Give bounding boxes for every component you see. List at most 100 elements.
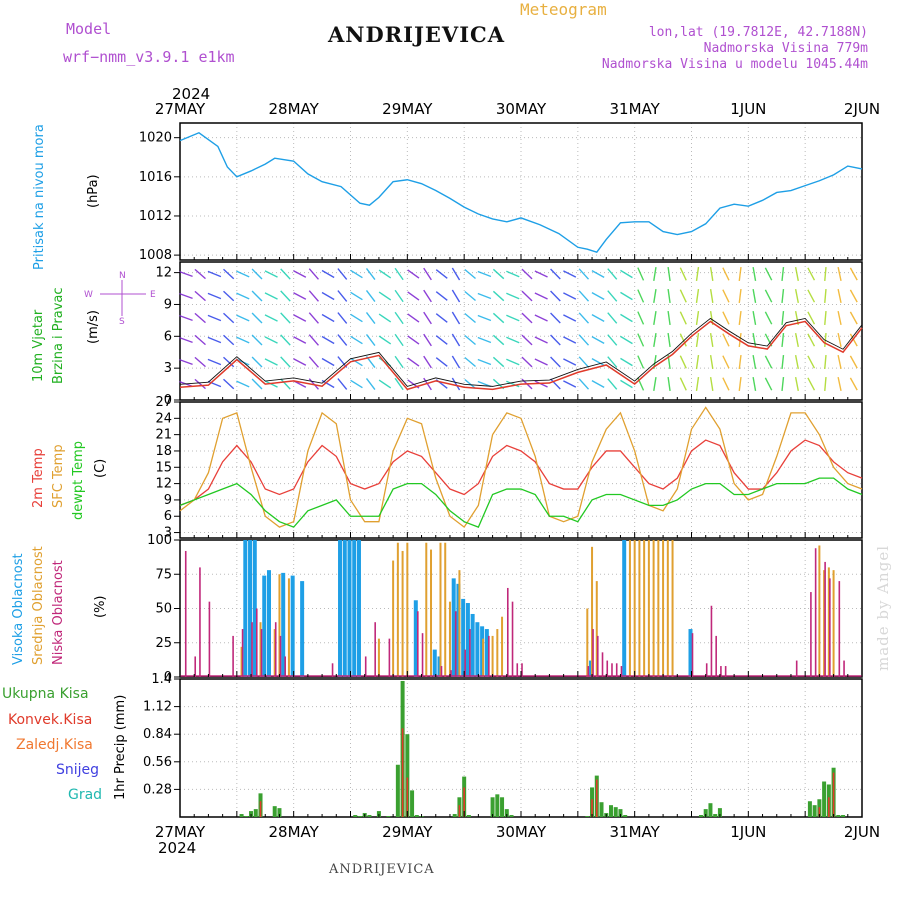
wind-barb	[837, 311, 842, 325]
cloud-low-bar	[194, 656, 197, 677]
wind-barb	[563, 314, 577, 322]
cloud-high-bar	[338, 540, 343, 677]
compass-w: W	[84, 290, 93, 300]
wind-barb	[709, 354, 714, 370]
wind-barb	[207, 292, 222, 300]
precip-total-bar	[253, 809, 258, 817]
cloud-mid-bar	[444, 542, 447, 677]
precip-conv-bar	[259, 801, 262, 817]
compass-e: E	[150, 290, 156, 300]
wind-barb	[337, 268, 348, 280]
wind-barb	[394, 267, 404, 281]
wind-barb	[521, 312, 533, 324]
wind-barb	[350, 357, 363, 367]
wind-barb	[194, 334, 206, 346]
year-bottom: 2024	[158, 839, 196, 857]
wind-barb	[637, 289, 645, 303]
cloud-mid-bar	[652, 540, 655, 677]
cloud-mid-bar	[448, 601, 451, 677]
wind-barb	[722, 311, 730, 325]
wind-barb	[607, 312, 618, 324]
precip-total-bar	[822, 781, 827, 817]
wind-unit: (m/s)	[86, 310, 101, 344]
cloud-low-bar	[279, 635, 282, 677]
meteogram-title: Meteogram	[520, 0, 607, 19]
wind-barb	[435, 269, 448, 279]
wind-barb	[435, 335, 448, 345]
y-tick-label: 0	[164, 393, 172, 408]
wind-barb	[378, 335, 392, 345]
cloud-mid-bar	[628, 540, 631, 677]
precip-conv-bar	[828, 797, 830, 817]
precip-total-bar	[608, 805, 613, 817]
wind-barb	[738, 288, 742, 304]
wind-barb	[194, 356, 206, 368]
wind-barb	[722, 267, 730, 281]
cloud-high-bar	[342, 540, 347, 677]
cloud-high-bar	[252, 540, 257, 677]
wind-barb	[451, 355, 461, 369]
wind-barb	[578, 268, 590, 280]
wind-barb	[321, 269, 335, 279]
precip-total-bar	[618, 809, 623, 817]
wind-barb	[506, 380, 520, 388]
precip-total-bar	[841, 815, 846, 817]
y-tick-label: 1012	[139, 209, 172, 224]
cloud-high-bar	[243, 540, 248, 677]
cloud-low-bar	[417, 611, 419, 677]
temp-dewpt-line	[179, 477, 863, 528]
wind-barb	[849, 377, 858, 391]
cloud-low-bar	[284, 656, 286, 677]
y-tick-label: 6	[164, 509, 172, 524]
wind-barb	[620, 335, 633, 345]
wind-barb	[280, 334, 291, 346]
wind-barb	[752, 266, 757, 282]
wind-barb	[308, 290, 319, 302]
legend-grad: Grad	[68, 787, 102, 803]
wind-barb	[194, 268, 206, 280]
wind-barb	[378, 291, 392, 301]
cloud-mid-bar	[823, 570, 826, 677]
cloud-high-bar	[413, 600, 418, 677]
cloud-mid-bar	[259, 622, 262, 677]
wind-barb	[591, 269, 605, 279]
cloud-low-bar	[469, 629, 471, 677]
wind-barb	[722, 377, 730, 391]
wind-barb	[407, 291, 420, 301]
wind-barb	[653, 376, 657, 392]
wind-barb	[837, 355, 842, 369]
cloud-mid-bar	[287, 578, 290, 677]
cloud-unit: (%)	[93, 596, 108, 619]
wind-barb	[591, 357, 605, 367]
wind-barb	[280, 312, 291, 324]
wind-barb	[365, 267, 376, 281]
cloud-high-bar	[622, 540, 627, 677]
cloud-mid-bar	[496, 629, 499, 677]
cloud-mid-bar	[240, 646, 243, 677]
cloud-mid-bar	[501, 616, 504, 677]
wind-barb	[849, 267, 858, 281]
cloud-mid-bar	[401, 550, 404, 677]
legend-konvek: Konvek.Kisa	[8, 712, 92, 728]
y-tick-label: 0.28	[143, 782, 172, 797]
wind-barb	[563, 336, 577, 344]
wind-barb	[394, 377, 404, 391]
wind-barb	[337, 334, 348, 346]
wind-barb	[563, 270, 577, 278]
precip-total-bar	[466, 815, 471, 817]
cloud-low-bar	[388, 638, 391, 677]
wind-barb	[764, 289, 773, 303]
precip-total-bar	[244, 816, 249, 817]
cloud-high-bar	[290, 575, 295, 677]
y-tick-label: 3	[164, 526, 172, 541]
wind-barb	[293, 270, 307, 278]
cloud-high-bar	[300, 581, 305, 677]
wind-barb	[223, 378, 235, 390]
wind-barb	[709, 376, 714, 392]
temp-ylabel-sfc: SFC Temp	[51, 444, 66, 508]
precip-total-bar	[452, 814, 457, 817]
elevation-label: Nadmorska Visina 779m	[703, 41, 868, 56]
wind-barb	[550, 312, 561, 324]
wind-barb	[308, 356, 319, 368]
precip-total-bar	[698, 815, 703, 817]
